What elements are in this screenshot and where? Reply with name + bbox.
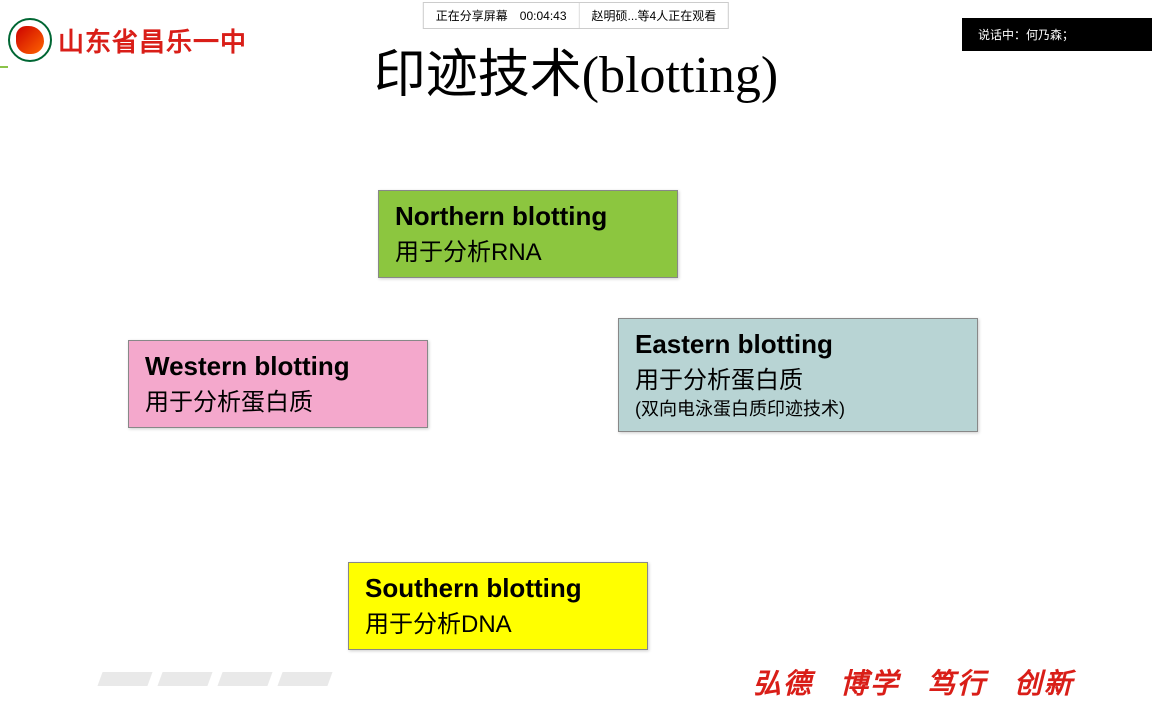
southern-subtitle: 用于分析DNA	[365, 604, 631, 639]
decoration-line	[0, 66, 8, 68]
eastern-note: (双向电泳蛋白质印迹技术)	[635, 395, 961, 421]
eastern-subtitle: 用于分析蛋白质	[635, 360, 961, 395]
northern-subtitle: 用于分析RNA	[395, 232, 661, 267]
southern-title: Southern blotting	[365, 573, 631, 604]
eastern-blotting-box: Eastern blotting 用于分析蛋白质 (双向电泳蛋白质印迹技术)	[618, 318, 978, 432]
northern-blotting-box: Northern blotting 用于分析RNA	[378, 190, 678, 278]
western-subtitle: 用于分析蛋白质	[145, 382, 411, 417]
motto-word-3: 笃行	[927, 669, 987, 700]
motto-word-4: 创新	[1014, 669, 1074, 700]
sharing-label: 正在分享屏幕	[436, 7, 508, 24]
speaker-label: 说话中：何乃森；	[978, 28, 1074, 42]
viewers-info: 赵明硕...等4人正在观看	[580, 3, 729, 28]
sharing-status: 正在分享屏幕 00:04:43	[424, 3, 580, 28]
northern-title: Northern blotting	[395, 201, 661, 232]
school-motto: 弘德 博学 笃行 创新	[753, 662, 1092, 702]
speaker-indicator: 说话中：何乃森；	[962, 18, 1152, 51]
southern-blotting-box: Southern blotting 用于分析DNA	[348, 562, 648, 650]
school-logo: 山东省昌乐一中	[8, 18, 247, 62]
motto-word-2: 博学	[840, 669, 900, 700]
viewers-text: 赵明硕...等4人正在观看	[592, 7, 717, 24]
eastern-title: Eastern blotting	[635, 329, 961, 360]
western-blotting-box: Western blotting 用于分析蛋白质	[128, 340, 428, 428]
motto-word-1: 弘德	[753, 669, 813, 700]
decoration-left-icon	[20, 590, 80, 640]
decoration-bottom	[100, 672, 330, 686]
slide-title: 印迹技术(blotting)	[374, 32, 778, 107]
screen-share-bar: 正在分享屏幕 00:04:43 赵明硕...等4人正在观看	[423, 2, 729, 29]
school-name: 山东省昌乐一中	[58, 22, 247, 59]
share-timer: 00:04:43	[520, 9, 567, 23]
school-emblem-icon	[8, 18, 52, 62]
western-title: Western blotting	[145, 351, 411, 382]
